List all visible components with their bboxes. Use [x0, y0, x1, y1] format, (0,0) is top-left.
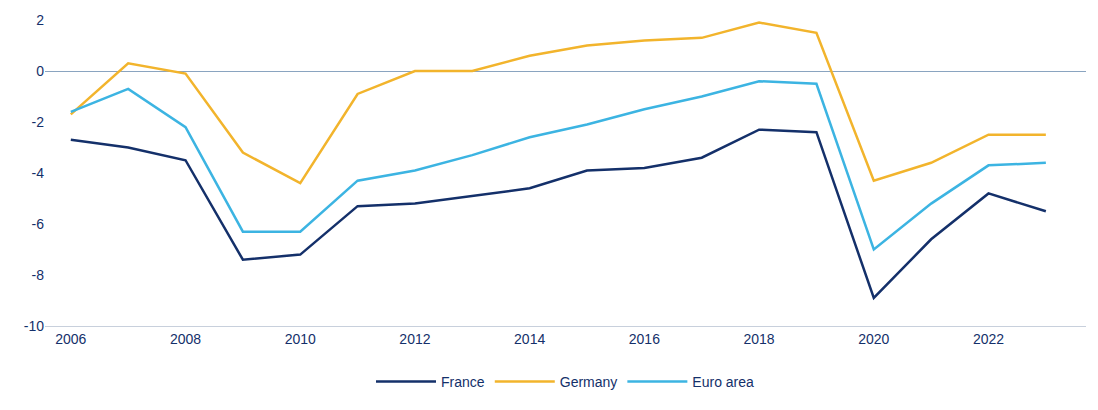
svg-text:Germany: Germany — [560, 374, 618, 390]
svg-text:Euro area: Euro area — [692, 374, 754, 390]
svg-text:-8: -8 — [32, 267, 45, 283]
svg-text:2008: 2008 — [170, 331, 201, 347]
svg-text:2012: 2012 — [399, 331, 430, 347]
svg-text:2016: 2016 — [629, 331, 660, 347]
svg-text:2022: 2022 — [973, 331, 1004, 347]
svg-text:0: 0 — [36, 63, 44, 79]
svg-text:-2: -2 — [32, 114, 45, 130]
svg-text:2: 2 — [36, 12, 44, 28]
svg-text:2020: 2020 — [858, 331, 889, 347]
svg-text:-4: -4 — [32, 165, 45, 181]
svg-text:2018: 2018 — [743, 331, 774, 347]
svg-text:2014: 2014 — [514, 331, 545, 347]
svg-text:-6: -6 — [32, 216, 45, 232]
svg-text:2006: 2006 — [55, 331, 86, 347]
svg-text:France: France — [441, 374, 485, 390]
svg-text:2010: 2010 — [285, 331, 316, 347]
svg-text:-10: -10 — [24, 318, 44, 334]
